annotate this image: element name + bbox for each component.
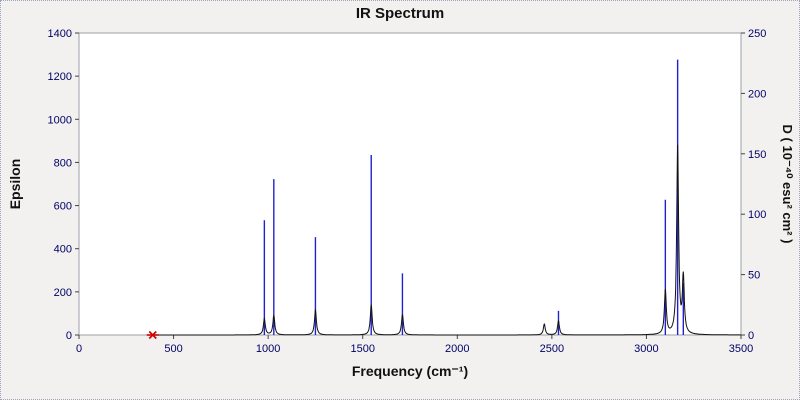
x-tick-label: 0	[76, 343, 82, 355]
y-tick-left-label: 400	[54, 244, 72, 256]
y-tick-left-label: 600	[54, 201, 72, 213]
y-tick-right-label: 200	[748, 88, 766, 100]
x-tick-label: 3000	[634, 343, 658, 355]
x-tick-label: 1000	[256, 343, 280, 355]
chart-title: IR Spectrum	[355, 5, 445, 22]
y-axis-label-right: D ( 10⁻⁴⁰ esu² cm² )	[780, 124, 795, 244]
y-tick-right-label: 250	[748, 28, 766, 40]
y-tick-right-label: 150	[748, 149, 766, 161]
y-tick-right-label: 100	[748, 209, 766, 221]
y-tick-right-label: 0	[748, 330, 754, 342]
cursor-marker[interactable]	[146, 330, 159, 340]
y-tick-left-label: 0	[66, 330, 72, 342]
x-tick-label: 3500	[729, 343, 753, 355]
x-tick-label: 2500	[540, 343, 564, 355]
plot-area[interactable]	[78, 32, 742, 336]
y-tick-left-label: 1400	[48, 28, 72, 40]
x-axis-label: Frequency (cm⁻¹)	[351, 363, 469, 379]
y-axis-label-left: Epsilon	[7, 158, 23, 210]
y-tick-right-label: 50	[748, 270, 760, 282]
x-tick-label: 500	[164, 343, 182, 355]
y-tick-left-label: 1200	[48, 71, 72, 83]
epsilon-curve	[152, 144, 741, 336]
x-tick-label: 2000	[445, 343, 469, 355]
y-tick-left-label: 800	[54, 157, 72, 169]
y-tick-left-label: 1000	[48, 114, 72, 126]
y-tick-left-label: 200	[54, 287, 72, 299]
x-tick-label: 1500	[350, 343, 374, 355]
